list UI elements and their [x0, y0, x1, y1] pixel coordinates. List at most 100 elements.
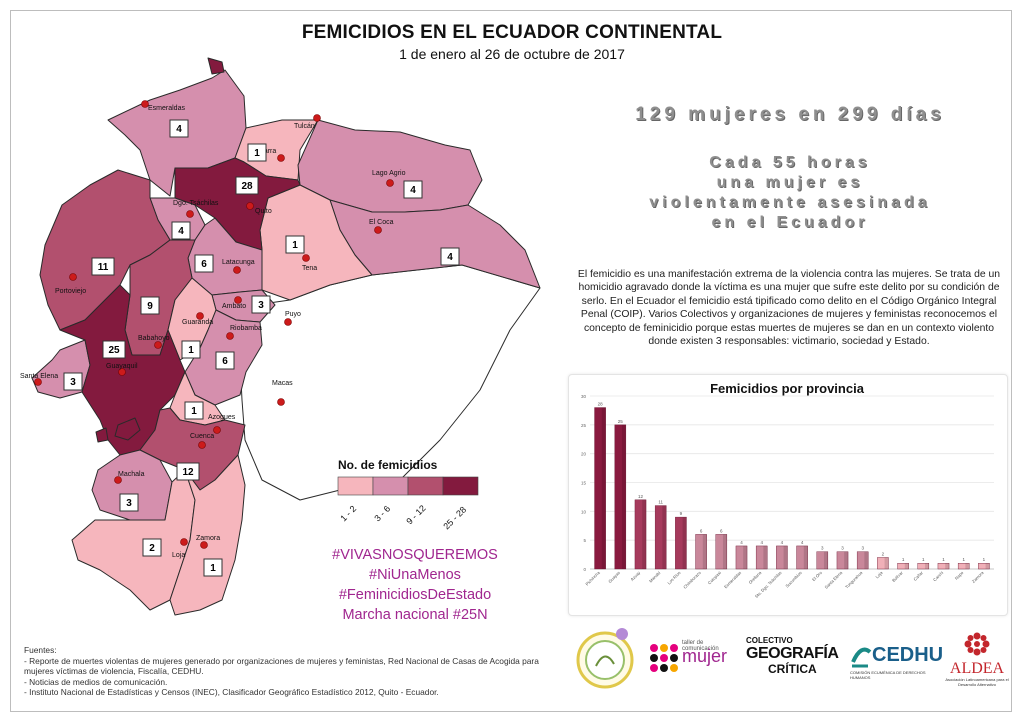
city-label: Tulcán [294, 123, 315, 130]
city-dot-azogues [213, 426, 221, 434]
bar-value-label: 1 [942, 557, 945, 562]
city-dot-tena [302, 254, 310, 262]
bar-11 [816, 551, 829, 570]
stat-line: violentamente asesinada [649, 194, 931, 211]
description-paragraph: El femicidio es una manifestación extrem… [577, 269, 1001, 348]
aldea-logo: ALDEA Asociación Latinoamericana para el… [944, 632, 1010, 692]
city-label: Dgo. Tsáchilas [173, 200, 219, 207]
count-box-canar: 1 [184, 401, 204, 420]
bar-shade [601, 407, 606, 569]
bar-9 [776, 545, 788, 570]
city-dot-lago-agrio [386, 179, 394, 187]
category-label: Santa Elena [824, 570, 844, 590]
bar-shade [682, 517, 687, 569]
bar-19 [978, 563, 990, 570]
count-box-santa-elena: 3 [63, 372, 83, 391]
y-tick-label: 30 [581, 394, 587, 399]
cedhu-symbol-icon [851, 647, 872, 668]
bar-shade [904, 563, 909, 569]
bar-value-label: 4 [801, 540, 804, 545]
city-label: Lago Agrio [372, 170, 406, 177]
svg-text:12: 12 [182, 467, 194, 478]
puna-island [114, 417, 141, 441]
y-tick-label: 5 [583, 538, 586, 543]
category-label: Zamora [971, 570, 985, 584]
sources-block: Fuentes: - Reporte de muertes violentas … [24, 645, 544, 698]
category-label: El Oro [811, 570, 823, 582]
category-label: Orellana [748, 570, 763, 585]
city-label: Portoviejo [55, 288, 86, 295]
page-title: FEMICIDIOS EN EL ECUADOR CONTINENTAL [301, 22, 723, 43]
source-line: - Reporte de muertes violentas de mujere… [24, 655, 539, 677]
count-box-azuay: 12 [176, 462, 200, 481]
city-dot-portoviejo [69, 273, 77, 281]
legend-swatch-3 [407, 476, 444, 496]
city-label: Guayaquil [106, 363, 138, 370]
bar-shade [965, 563, 970, 569]
y-tick-label: 15 [581, 481, 587, 486]
svg-text:1: 1 [191, 406, 197, 417]
city-label: Santa Elena [20, 373, 58, 380]
bar-4 [675, 516, 687, 570]
bar-value-label: 3 [861, 546, 864, 551]
svg-text:3: 3 [70, 377, 76, 388]
bar-shade [945, 563, 950, 569]
count-box-loja: 2 [142, 538, 162, 557]
bar-shade [783, 545, 788, 569]
legend-range-label: 3 - 6 [372, 504, 392, 524]
hashtag: #NiUnaMenos [369, 567, 461, 583]
count-box-sucumbios: 4 [403, 180, 423, 199]
stat-line: Cada 55 horas [709, 154, 871, 171]
svg-text:1: 1 [188, 345, 194, 356]
bar-shade [803, 545, 808, 569]
bar-shade [844, 551, 849, 569]
bar-16 [917, 563, 930, 570]
city-label: Ibarra [258, 148, 276, 155]
legend-swatch-1 [337, 476, 374, 496]
count-box-el-oro: 3 [119, 493, 139, 512]
frequency-stat: Cada 55 horas una mujer es violentamente… [575, 153, 1005, 233]
sources-heading: Fuentes: [24, 645, 57, 655]
city-dot-machala [114, 476, 122, 484]
geografia-critica-logo: COLECTIVO GEOGRAFÍA CRÍTICA [746, 636, 840, 684]
city-label: Tena [302, 265, 317, 272]
svg-text:4: 4 [410, 185, 416, 196]
bar-value-label: 2 [882, 551, 885, 556]
city-dot-cuenca [198, 441, 206, 449]
category-label: Azuay [629, 570, 641, 582]
category-label: Los Ríos [666, 570, 681, 585]
svg-text:1: 1 [210, 563, 216, 574]
category-label: Carchi [932, 570, 944, 582]
city-dot-quito [246, 202, 254, 210]
city-dot-zamora [200, 541, 208, 549]
bar-shade [763, 545, 768, 569]
bar-14 [877, 557, 889, 570]
bar-value-label: 1 [922, 557, 925, 562]
bar-5 [695, 534, 707, 570]
bar-value-label: 1 [983, 557, 986, 562]
mujer-logo: taller de comunicación mujer [648, 638, 736, 682]
bar-15 [897, 563, 909, 570]
city-dot-guaranda [196, 312, 204, 320]
count-box-napo: 1 [285, 235, 305, 254]
city-label: Quito [255, 208, 272, 215]
headline-stat: 129 mujeres en 299 días [635, 104, 945, 125]
category-label: Bolívar [891, 570, 904, 583]
city-dot-macas [277, 398, 285, 406]
city-label: Riobamba [230, 325, 262, 332]
count-box-los-rios: 9 [140, 296, 160, 315]
y-tick-label: 25 [581, 423, 587, 428]
bar-10 [796, 545, 808, 570]
city-dot-ibarra [277, 154, 285, 162]
bar-value-label: 4 [781, 540, 784, 545]
city-dot-riobamba [226, 332, 234, 340]
count-box-esmeraldas: 4 [169, 119, 189, 138]
source-line: - Instituto Nacional de Estadísticas y C… [24, 687, 439, 698]
svg-text:4: 4 [178, 226, 184, 237]
bar-value-label: 6 [720, 528, 723, 533]
bar-6 [715, 534, 728, 570]
city-dot-santa-elena [34, 378, 42, 386]
count-box-tungurahua: 3 [251, 295, 271, 314]
bar-18 [957, 563, 970, 570]
category-label: Manabí [648, 570, 662, 584]
